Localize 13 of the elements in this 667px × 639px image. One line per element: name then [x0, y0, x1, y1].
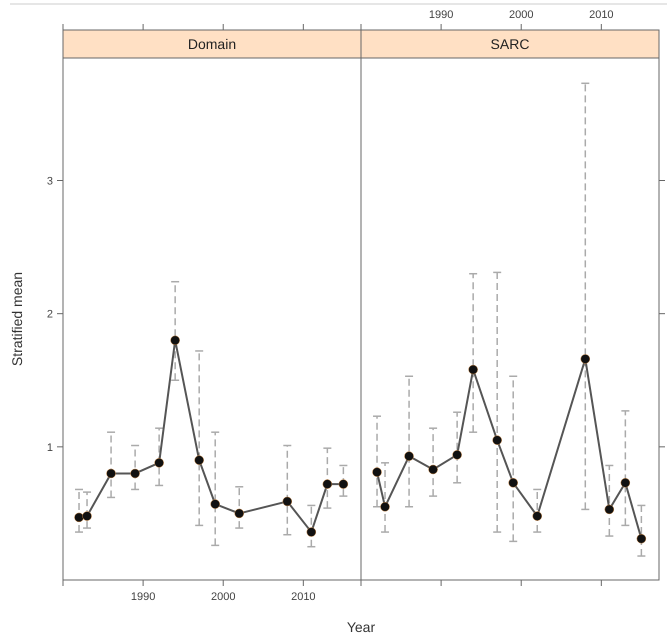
y-tick-label: 2 — [46, 308, 53, 321]
x-tick-label: 1990 — [428, 9, 454, 21]
x-tick-label: 1990 — [130, 591, 156, 603]
y-tick-label: 3 — [46, 176, 53, 188]
chart-title: Domain — [188, 36, 236, 52]
x-tick-label: 2010 — [291, 591, 316, 603]
chart-title: SARC — [490, 36, 530, 52]
x-tick-label: 2010 — [589, 9, 614, 21]
x-axis-title: Year — [346, 619, 376, 635]
y-tick-label: 1 — [46, 442, 53, 454]
x-tick-label: 2000 — [210, 591, 236, 603]
x-tick-label: 2000 — [508, 9, 534, 21]
y-axis-title: Stratified mean — [9, 272, 25, 366]
